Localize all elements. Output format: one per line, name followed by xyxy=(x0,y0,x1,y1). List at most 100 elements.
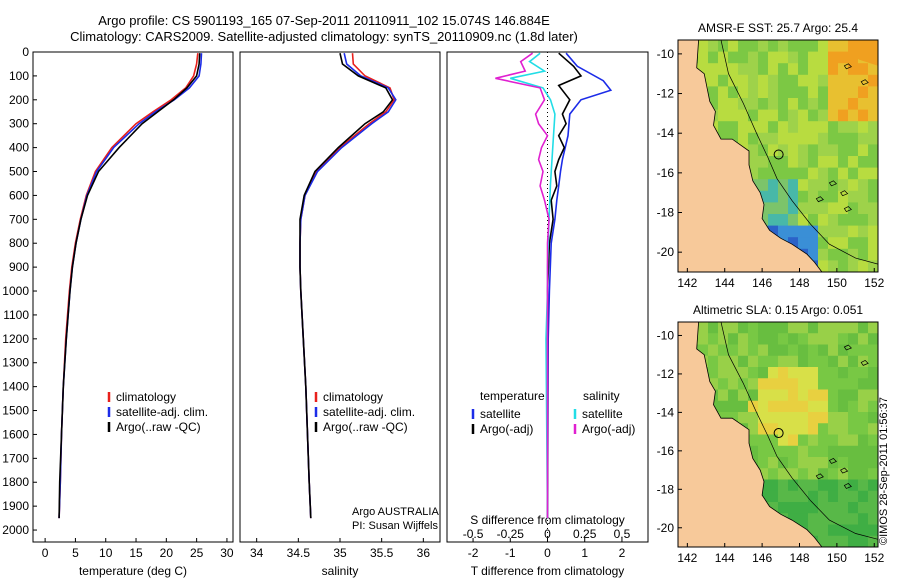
map-cell xyxy=(758,109,769,122)
map-cell xyxy=(848,109,859,122)
legend-label: satellite-adj. clim. xyxy=(323,405,415,419)
map-cell xyxy=(798,179,809,192)
map-cell xyxy=(768,132,779,145)
map-cell xyxy=(788,98,799,111)
map-cell xyxy=(708,63,719,76)
map-cell xyxy=(808,225,819,238)
map-cell xyxy=(848,502,859,514)
map-cell xyxy=(868,412,878,424)
map_sst-title: AMSR-E SST: 25.7 Argo: 25.4 xyxy=(698,21,858,35)
map-cell xyxy=(748,355,759,368)
isobath-line xyxy=(720,322,878,540)
map-x-tick-label: 148 xyxy=(789,276,809,290)
map-cell xyxy=(868,144,878,157)
map-cell xyxy=(868,260,878,272)
map-frame xyxy=(677,321,879,548)
x-tick-label: 20 xyxy=(160,546,174,560)
map-cell xyxy=(778,423,789,436)
map-cell xyxy=(778,202,789,215)
map-cell xyxy=(768,490,779,503)
x-tick-label: -1 xyxy=(505,546,516,560)
map-cell xyxy=(798,74,809,87)
map-cell xyxy=(848,179,859,192)
map-cell xyxy=(808,502,819,514)
legend-title-salinity: salinity xyxy=(583,389,620,403)
x-tick-label: 10 xyxy=(99,546,113,560)
map-cell xyxy=(828,400,839,413)
map-cell xyxy=(868,479,878,492)
map-cell xyxy=(848,214,859,227)
map-cell xyxy=(848,400,859,413)
map-cell xyxy=(818,423,829,436)
map-cell xyxy=(748,40,759,53)
map-cell xyxy=(808,412,819,424)
map-cell xyxy=(748,412,759,424)
map-cell xyxy=(768,423,779,436)
map-cell xyxy=(838,156,849,169)
map-y-tick-label: -20 xyxy=(657,521,675,535)
legend-label: Argo(..raw -QC) xyxy=(323,420,408,434)
map-cell xyxy=(758,156,769,169)
diff-line-t-argo-adj- xyxy=(546,52,583,519)
map-cell xyxy=(748,389,759,402)
map-cell xyxy=(778,490,789,503)
map-cell xyxy=(838,367,849,379)
map-cell xyxy=(778,179,789,192)
map-cell xyxy=(808,468,819,481)
map-cell xyxy=(778,479,789,492)
map-cell xyxy=(748,156,759,169)
diff-line-t-satellite xyxy=(546,52,613,519)
map-cell xyxy=(788,445,799,458)
map-cell xyxy=(778,322,789,334)
map-cell xyxy=(868,237,878,250)
legend-label: satellite-adj. clim. xyxy=(116,405,208,419)
map-cell xyxy=(868,167,878,180)
s-tick-label: -0.5 xyxy=(463,527,484,541)
map-cell xyxy=(838,513,849,526)
map-cell xyxy=(728,98,739,111)
map-cell xyxy=(808,167,819,180)
map-cell xyxy=(808,237,819,250)
map-cell xyxy=(778,214,789,227)
map-cell xyxy=(848,333,859,346)
map-cell xyxy=(818,412,829,424)
map-cell xyxy=(848,434,859,447)
series-line-satellite-adj-clim- xyxy=(58,53,203,519)
map-x-tick-label: 152 xyxy=(864,276,884,290)
warm-patch xyxy=(848,40,878,66)
map-cell xyxy=(858,378,869,391)
map-cell xyxy=(808,74,819,87)
map-cell xyxy=(808,479,819,492)
map-cell xyxy=(798,51,809,64)
map-y-tick-label: -16 xyxy=(657,444,675,458)
map-x-tick-label: 150 xyxy=(827,276,847,290)
map-cell xyxy=(868,214,878,227)
map-cell xyxy=(868,202,878,215)
map-cell xyxy=(858,121,869,134)
map-cell xyxy=(858,502,869,514)
map-cell xyxy=(798,434,809,447)
map-cell xyxy=(778,74,789,87)
map-cell xyxy=(758,63,769,76)
map-cell xyxy=(758,457,769,469)
map-cell xyxy=(808,156,819,169)
map-cell xyxy=(838,378,849,391)
map-cell xyxy=(858,214,869,227)
map-cell xyxy=(798,214,809,227)
map-y-tick-label: -10 xyxy=(657,47,675,61)
x-tick-label: 35 xyxy=(333,546,347,560)
map-cell xyxy=(788,389,799,402)
map-cell xyxy=(858,333,869,346)
reef-outline xyxy=(843,206,852,212)
map-cell xyxy=(838,322,849,334)
depth-tick-label: 1800 xyxy=(2,475,29,489)
map-cell xyxy=(868,445,878,458)
depth-tick-label: 200 xyxy=(9,93,29,107)
map-cell xyxy=(808,389,819,402)
map-cell xyxy=(808,86,819,99)
map-cell xyxy=(848,63,859,76)
map-cell xyxy=(748,132,759,145)
map-cell xyxy=(868,333,878,346)
map-cell xyxy=(788,214,799,227)
map-cell xyxy=(718,51,729,64)
